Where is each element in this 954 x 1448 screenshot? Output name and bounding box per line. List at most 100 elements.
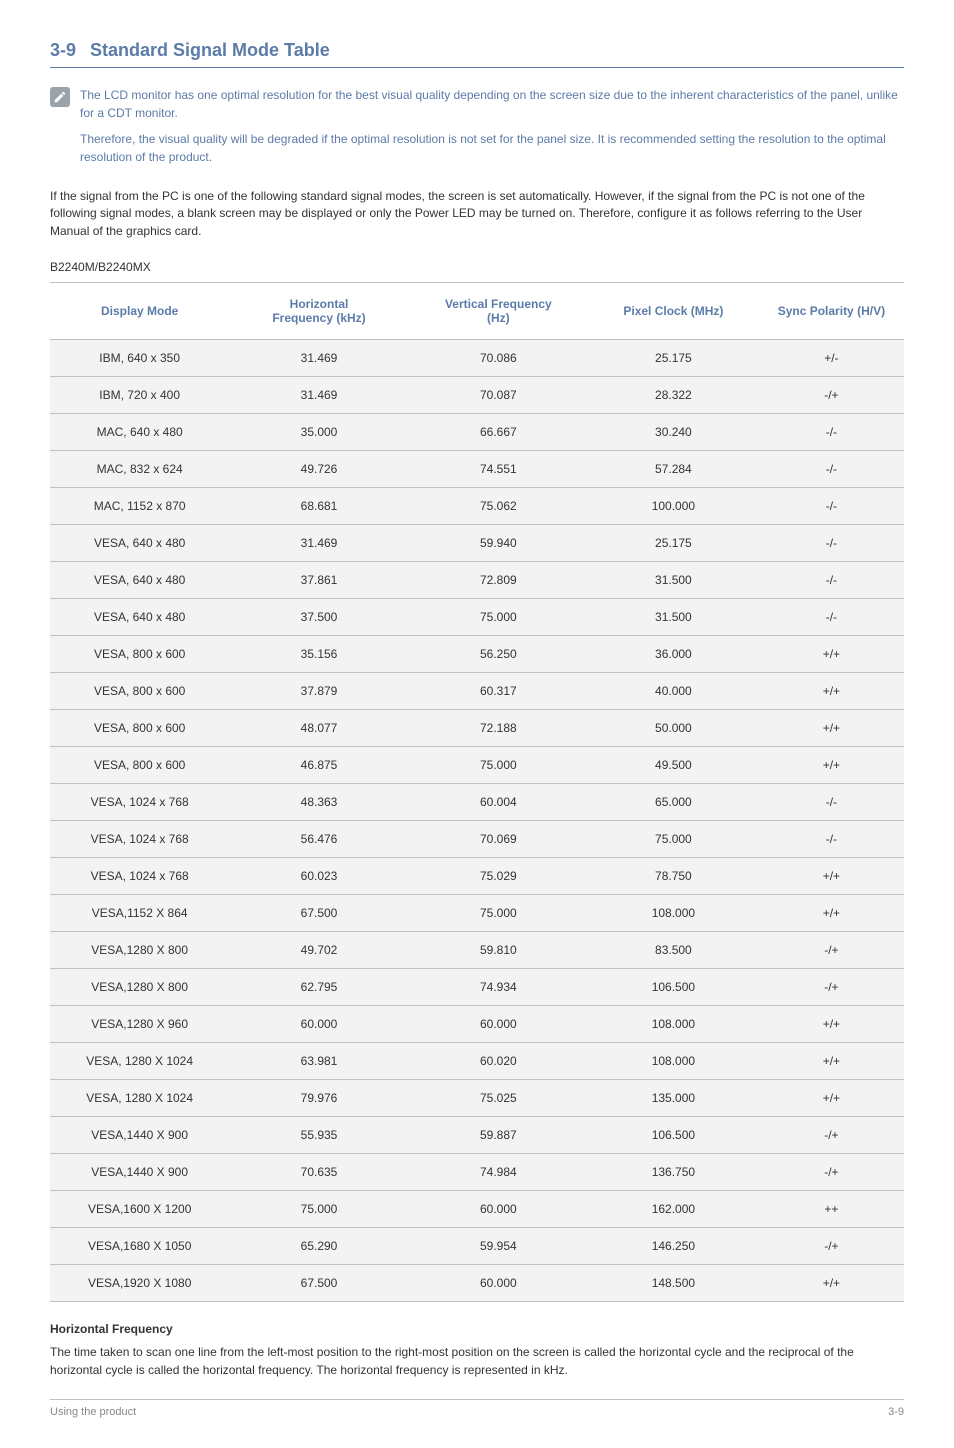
table-cell: 79.976 [229, 1080, 408, 1117]
note-text: The LCD monitor has one optimal resoluti… [80, 86, 904, 174]
table-cell: 49.726 [229, 451, 408, 488]
table-row: MAC, 1152 x 87068.68175.062100.000-/- [50, 488, 904, 525]
table-cell: 75.000 [409, 747, 588, 784]
table-cell: IBM, 640 x 350 [50, 340, 229, 377]
table-row: VESA, 640 x 48031.46959.94025.175-/- [50, 525, 904, 562]
table-cell: 49.702 [229, 932, 408, 969]
table-cell: VESA, 1280 X 1024 [50, 1043, 229, 1080]
table-cell: 60.000 [409, 1265, 588, 1302]
table-cell: 75.062 [409, 488, 588, 525]
table-cell: 67.500 [229, 895, 408, 932]
table-cell: 56.250 [409, 636, 588, 673]
table-cell: VESA,1600 X 1200 [50, 1191, 229, 1228]
table-cell: 25.175 [588, 525, 759, 562]
footer-right: 3-9 [888, 1406, 904, 1418]
table-cell: 74.984 [409, 1154, 588, 1191]
note-block: The LCD monitor has one optimal resoluti… [50, 86, 904, 174]
table-row: VESA, 800 x 60035.15656.25036.000+/+ [50, 636, 904, 673]
table-cell: +/+ [759, 710, 904, 747]
table-cell: 75.025 [409, 1080, 588, 1117]
table-header-row: Display Mode Horizontal Frequency (kHz) … [50, 283, 904, 340]
table-cell: 60.004 [409, 784, 588, 821]
table-cell: 70.069 [409, 821, 588, 858]
table-row: VESA,1280 X 80062.79574.934106.500-/+ [50, 969, 904, 1006]
table-cell: 100.000 [588, 488, 759, 525]
table-row: VESA,1440 X 90070.63574.984136.750-/+ [50, 1154, 904, 1191]
table-cell: +/+ [759, 636, 904, 673]
section-title: Standard Signal Mode Table [90, 40, 330, 60]
table-cell: 75.029 [409, 858, 588, 895]
table-row: VESA,1440 X 90055.93559.887106.500-/+ [50, 1117, 904, 1154]
table-row: VESA, 1024 x 76848.36360.00465.000-/- [50, 784, 904, 821]
section-heading: 3-9 Standard Signal Mode Table [50, 40, 904, 68]
table-cell: 65.000 [588, 784, 759, 821]
table-cell: 75.000 [409, 599, 588, 636]
hfreq-heading: Horizontal Frequency [50, 1322, 904, 1336]
section-number: 3-9 [50, 40, 76, 60]
table-cell: 37.500 [229, 599, 408, 636]
table-row: VESA, 640 x 48037.50075.00031.500-/- [50, 599, 904, 636]
table-cell: 50.000 [588, 710, 759, 747]
table-cell: 74.551 [409, 451, 588, 488]
table-row: VESA,1280 X 96060.00060.000108.000+/+ [50, 1006, 904, 1043]
table-row: VESA, 640 x 48037.86172.80931.500-/- [50, 562, 904, 599]
table-cell: -/- [759, 414, 904, 451]
table-cell: -/- [759, 525, 904, 562]
table-cell: VESA, 800 x 600 [50, 636, 229, 673]
table-cell: 68.681 [229, 488, 408, 525]
table-cell: 162.000 [588, 1191, 759, 1228]
note-icon [50, 87, 70, 107]
table-cell: 59.887 [409, 1117, 588, 1154]
table-cell: 66.667 [409, 414, 588, 451]
hfreq-text: The time taken to scan one line from the… [50, 1344, 904, 1379]
table-cell: MAC, 832 x 624 [50, 451, 229, 488]
table-cell: 57.284 [588, 451, 759, 488]
table-cell: 70.087 [409, 377, 588, 414]
table-cell: 60.000 [409, 1191, 588, 1228]
table-row: VESA, 800 x 60046.87575.00049.500+/+ [50, 747, 904, 784]
table-cell: +/+ [759, 1006, 904, 1043]
table-cell: 75.000 [409, 895, 588, 932]
footer-left: Using the product [50, 1406, 136, 1418]
table-cell: 25.175 [588, 340, 759, 377]
table-cell: VESA,1920 X 1080 [50, 1265, 229, 1302]
table-cell: VESA,1280 X 800 [50, 969, 229, 1006]
table-cell: 59.940 [409, 525, 588, 562]
table-cell: 75.000 [229, 1191, 408, 1228]
table-cell: 46.875 [229, 747, 408, 784]
table-cell: +/+ [759, 858, 904, 895]
table-cell: -/- [759, 451, 904, 488]
table-cell: 65.290 [229, 1228, 408, 1265]
table-cell: 60.023 [229, 858, 408, 895]
table-cell: 67.500 [229, 1265, 408, 1302]
table-cell: VESA, 1280 X 1024 [50, 1080, 229, 1117]
table-row: VESA,1680 X 105065.29059.954146.250-/+ [50, 1228, 904, 1265]
table-row: VESA,1152 X 86467.50075.000108.000+/+ [50, 895, 904, 932]
table-cell: +/+ [759, 895, 904, 932]
table-cell: 31.469 [229, 377, 408, 414]
table-cell: 106.500 [588, 969, 759, 1006]
model-label: B2240M/B2240MX [50, 260, 904, 274]
table-cell: VESA, 1024 x 768 [50, 784, 229, 821]
table-cell: 72.188 [409, 710, 588, 747]
table-cell: 135.000 [588, 1080, 759, 1117]
table-cell: +/+ [759, 1265, 904, 1302]
table-cell: 31.500 [588, 599, 759, 636]
table-cell: VESA, 1024 x 768 [50, 858, 229, 895]
table-cell: 75.000 [588, 821, 759, 858]
table-cell: 70.635 [229, 1154, 408, 1191]
table-cell: 70.086 [409, 340, 588, 377]
col-horizontal-freq: Horizontal Frequency (kHz) [229, 283, 408, 340]
table-cell: 28.322 [588, 377, 759, 414]
table-cell: +/+ [759, 1043, 904, 1080]
table-cell: 31.469 [229, 340, 408, 377]
col-vertical-freq: Vertical Frequency (Hz) [409, 283, 588, 340]
table-cell: 83.500 [588, 932, 759, 969]
table-cell: 146.250 [588, 1228, 759, 1265]
table-cell: VESA,1680 X 1050 [50, 1228, 229, 1265]
page-footer: Using the product 3-9 [50, 1399, 904, 1418]
table-cell: VESA,1440 X 900 [50, 1154, 229, 1191]
table-row: IBM, 720 x 40031.46970.08728.322-/+ [50, 377, 904, 414]
table-cell: -/- [759, 784, 904, 821]
table-row: VESA, 1024 x 76860.02375.02978.750+/+ [50, 858, 904, 895]
